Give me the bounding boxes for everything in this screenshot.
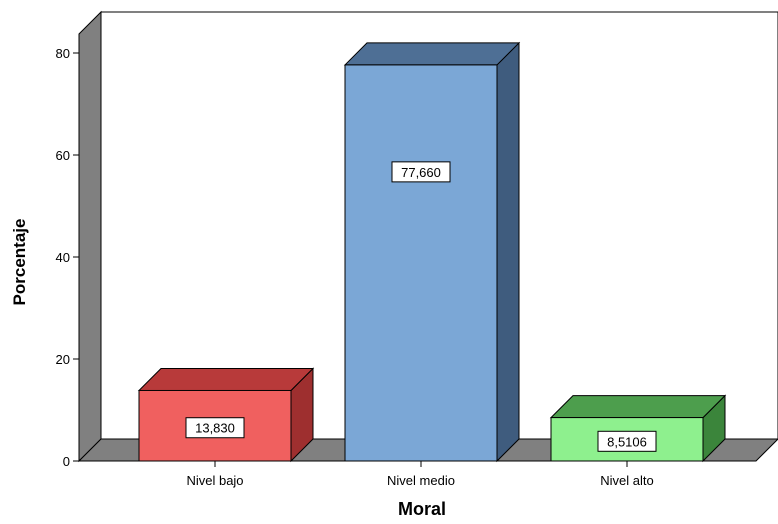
y-axis-title: Porcentaje xyxy=(10,219,29,306)
x-axis-title: Moral xyxy=(398,499,446,519)
bar-top xyxy=(549,395,727,419)
x-tick-label: Nivel alto xyxy=(600,473,653,488)
data-label: 13,830 xyxy=(195,421,235,436)
bar-top xyxy=(137,367,315,391)
data-label-box xyxy=(597,430,657,452)
y-tick-label: 80 xyxy=(56,46,70,61)
data-label-box xyxy=(391,161,451,183)
y-tick-label: 20 xyxy=(56,352,70,367)
data-label-box xyxy=(185,417,245,439)
y-tick-label: 40 xyxy=(56,250,70,265)
x-tick-label: Nivel bajo xyxy=(186,473,243,488)
y-axis: 0 20 40 60 80 xyxy=(56,46,80,469)
data-label: 77,660 xyxy=(401,165,441,180)
bar-2: 77,660 xyxy=(343,41,521,463)
bar-1: 13,830 xyxy=(137,367,315,463)
x-tick-label: Nivel medio xyxy=(387,473,455,488)
left-wall xyxy=(78,10,102,463)
y-tick-label: 60 xyxy=(56,148,70,163)
bar-front xyxy=(344,64,498,462)
bar-side xyxy=(496,41,520,463)
y-tick-label: 0 xyxy=(63,454,70,469)
bar-top xyxy=(343,42,521,66)
x-axis: Nivel bajo Nivel medio Nivel alto xyxy=(79,460,756,488)
data-label: 8,5106 xyxy=(607,434,647,449)
bars: 13,830 77,660 8,5106 xyxy=(137,41,727,463)
bar-3: 8,5106 xyxy=(549,394,727,463)
